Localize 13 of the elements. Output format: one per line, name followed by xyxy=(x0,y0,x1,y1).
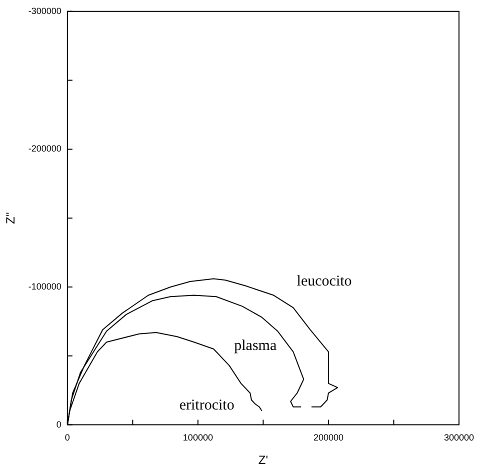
series-label: plasma xyxy=(234,338,277,354)
series-label: eritrocito xyxy=(179,397,234,414)
x-tick-label: 0 xyxy=(64,432,70,443)
x-tick-label: 300000 xyxy=(444,432,474,443)
y-tick-label: -100000 xyxy=(28,281,62,292)
series-label: leucocito xyxy=(296,274,352,290)
y-tick-label: 0 xyxy=(56,419,62,430)
y-tick-label: -200000 xyxy=(28,144,62,154)
x-tick-label: 100000 xyxy=(182,432,213,443)
x-axis-title: Z' xyxy=(258,453,268,468)
x-tick-label: 200000 xyxy=(313,432,344,443)
y-axis-title: Z'' xyxy=(4,212,18,224)
y-tick-label: -300000 xyxy=(28,6,62,16)
